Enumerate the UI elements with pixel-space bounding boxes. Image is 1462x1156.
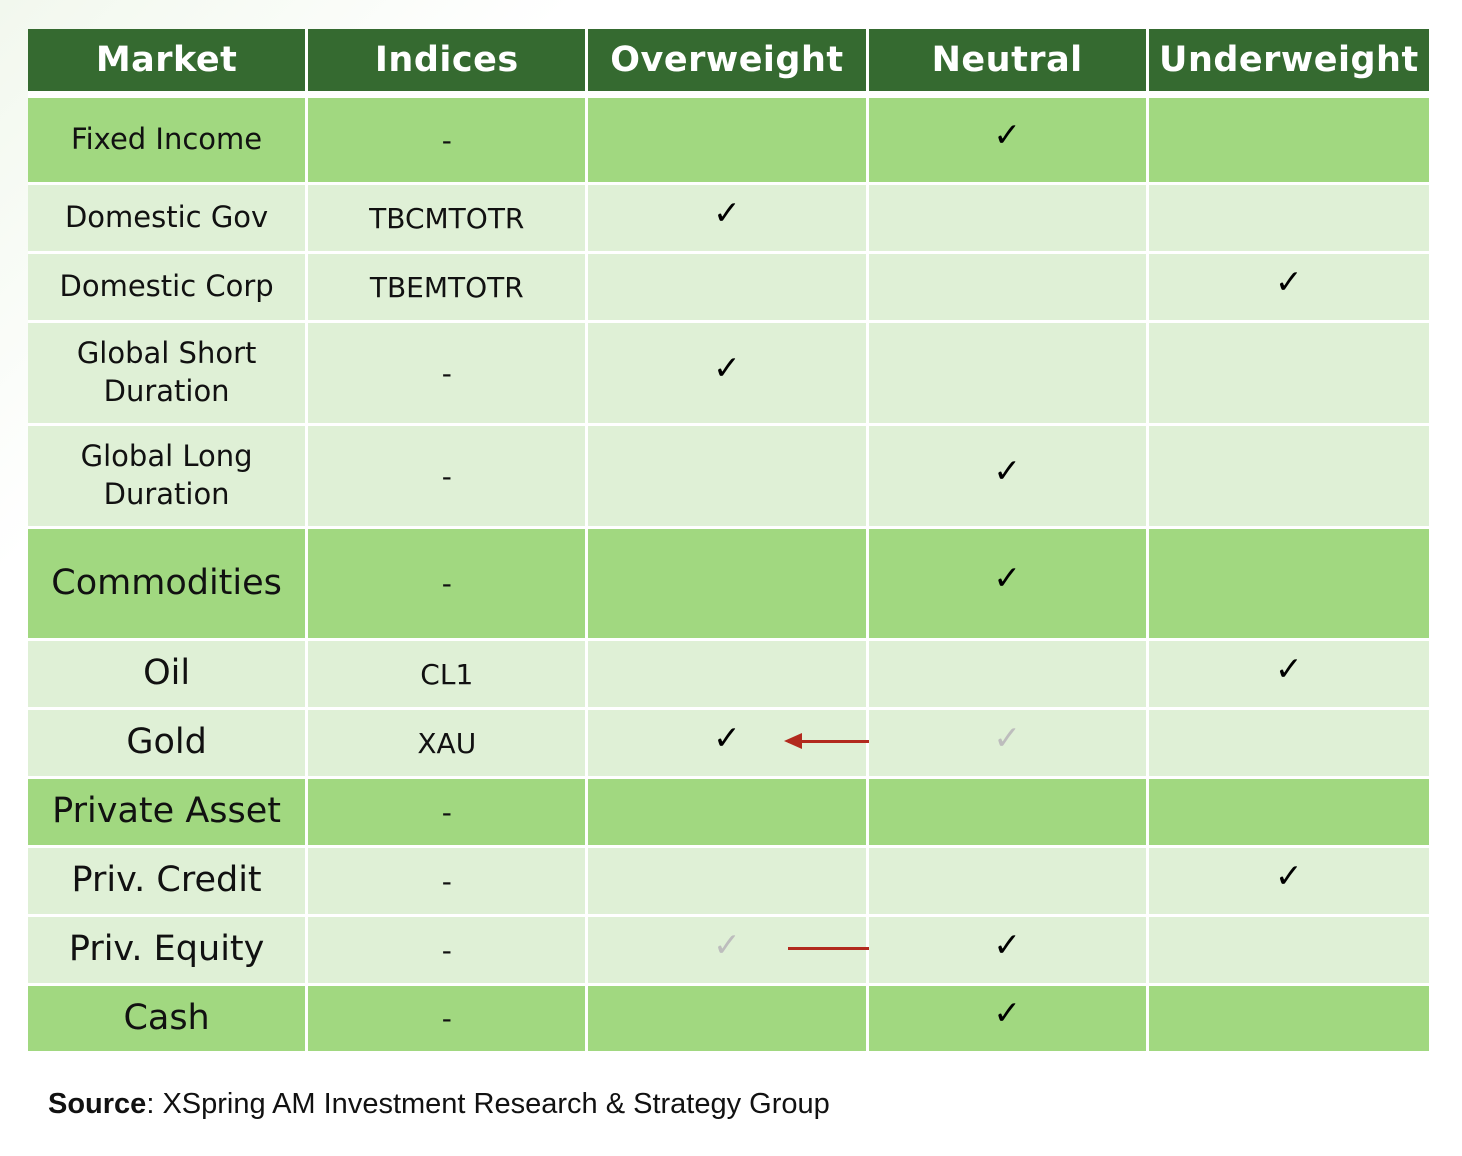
neutral-cell: ✓ (868, 426, 1149, 529)
overweight-cell: ✓ (588, 185, 869, 254)
market-cell: Priv. Credit (28, 848, 309, 917)
overweight-cell: ✓ (588, 710, 939, 779)
table-row: Domestic Corp TBEMTOTR ✓ (28, 254, 1429, 323)
underweight-cell (1148, 917, 1429, 986)
underweight-cell (1148, 185, 1429, 254)
header-market: Market (28, 29, 309, 98)
index-cell: TBCMTOTR (308, 185, 589, 254)
index-cell: - (308, 848, 589, 917)
table-row: Commodities - ✓ (28, 529, 1429, 641)
source-label: Source (48, 1088, 147, 1120)
neutral-cell (868, 848, 1149, 917)
underweight-cell (1148, 710, 1429, 779)
overweight-cell (588, 254, 869, 323)
neutral-cell: ✓ (868, 986, 1149, 1054)
check-icon: ✓ (993, 450, 1021, 490)
market-cell: Cash (28, 986, 309, 1054)
underweight-cell (1148, 323, 1429, 426)
underweight-cell (1148, 98, 1429, 185)
header-neutral: Neutral (868, 29, 1149, 98)
overweight-cell (588, 848, 869, 917)
check-icon: ✓ (993, 558, 1021, 597)
table-row: Oil CL1 ✓ (28, 641, 1429, 710)
header-row: Market Indices Overweight Neutral Underw… (28, 29, 1429, 98)
check-icon: ✓ (1275, 261, 1303, 301)
index-cell: TBEMTOTR (308, 254, 589, 323)
check-icon: ✓ (1275, 648, 1303, 688)
market-cell: Private Asset (28, 779, 309, 848)
index-cell: - (308, 529, 589, 641)
table-row: Global Short Duration - ✓ (28, 323, 1429, 426)
arrow-left-icon (784, 733, 939, 749)
overweight-cell (588, 426, 869, 529)
check-icon: ✓ (993, 993, 1021, 1032)
overweight-cell (588, 529, 869, 641)
neutral-cell: ✓ (868, 529, 1149, 641)
neutral-cell (868, 185, 1149, 254)
market-cell: Gold (28, 710, 309, 779)
neutral-cell (868, 779, 1149, 848)
underweight-cell: ✓ (1148, 848, 1429, 917)
neutral-cell: ✓ (868, 917, 1149, 986)
underweight-cell: ✓ (1148, 254, 1429, 323)
index-cell: - (308, 986, 589, 1054)
source-text: : XSpring AM Investment Research & Strat… (146, 1088, 830, 1120)
market-cell: Priv. Equity (28, 917, 309, 986)
table-row: Cash - ✓ (28, 986, 1429, 1054)
table-row: Gold XAU ✓ ✓ (28, 710, 1429, 779)
overweight-cell: ✓ (588, 917, 943, 986)
header-underweight: Underweight (1148, 29, 1429, 98)
underweight-cell: ✓ (1148, 641, 1429, 710)
overweight-cell (588, 98, 869, 185)
index-cell: - (308, 98, 589, 185)
overweight-cell (588, 779, 869, 848)
table-body: Fixed Income - ✓ Domestic Gov TBCMTOTR ✓ Domes… (28, 98, 1429, 1054)
header-overweight: Overweight (588, 29, 869, 98)
market-cell: Fixed Income (28, 98, 309, 185)
overweight-cell (588, 986, 869, 1054)
index-cell: - (308, 779, 589, 848)
table-row: Priv. Credit - ✓ (28, 848, 1429, 917)
header-indices: Indices (308, 29, 589, 98)
source-note: Source: XSpring AM Investment Research &… (48, 1088, 830, 1121)
neutral-cell (868, 254, 1149, 323)
table-row: Domestic Gov TBCMTOTR ✓ (28, 185, 1429, 254)
underweight-cell (1148, 986, 1429, 1054)
table-row: Priv. Equity - ✓ ✓ (28, 917, 1429, 986)
overweight-cell (588, 641, 869, 710)
neutral-cell: ✓ (868, 98, 1149, 185)
market-cell: Global Short Duration (28, 323, 309, 426)
market-cell: Oil (28, 641, 309, 710)
check-icon: ✓ (993, 114, 1021, 154)
neutral-cell: ✓ (868, 710, 1149, 779)
check-icon: ✓ (1275, 855, 1303, 895)
overweight-cell: ✓ (588, 323, 869, 426)
index-cell: - (308, 917, 589, 986)
check-icon: ✓ (713, 717, 741, 757)
table-row: Private Asset - (28, 779, 1429, 848)
check-icon: ✓ (713, 192, 741, 232)
neutral-cell (868, 641, 1149, 710)
table-row: Global Long Duration - ✓ (28, 426, 1429, 529)
index-cell: CL1 (308, 641, 589, 710)
market-cell: Global Long Duration (28, 426, 309, 529)
market-cell: Commodities (28, 529, 309, 641)
allocation-table: Market Indices Overweight Neutral Underw… (28, 29, 1429, 1054)
index-cell: - (308, 426, 589, 529)
neutral-cell (868, 323, 1149, 426)
table-row: Fixed Income - ✓ (28, 98, 1429, 185)
index-cell: XAU (308, 710, 589, 779)
check-icon: ✓ (993, 924, 1021, 964)
underweight-cell (1148, 529, 1429, 641)
check-icon: ✓ (713, 347, 741, 387)
market-cell: Domestic Corp (28, 254, 309, 323)
underweight-cell (1148, 779, 1429, 848)
previous-check-icon: ✓ (993, 717, 1021, 757)
underweight-cell (1148, 426, 1429, 529)
market-cell: Domestic Gov (28, 185, 309, 254)
index-cell: - (308, 323, 589, 426)
previous-check-icon: ✓ (713, 924, 741, 964)
